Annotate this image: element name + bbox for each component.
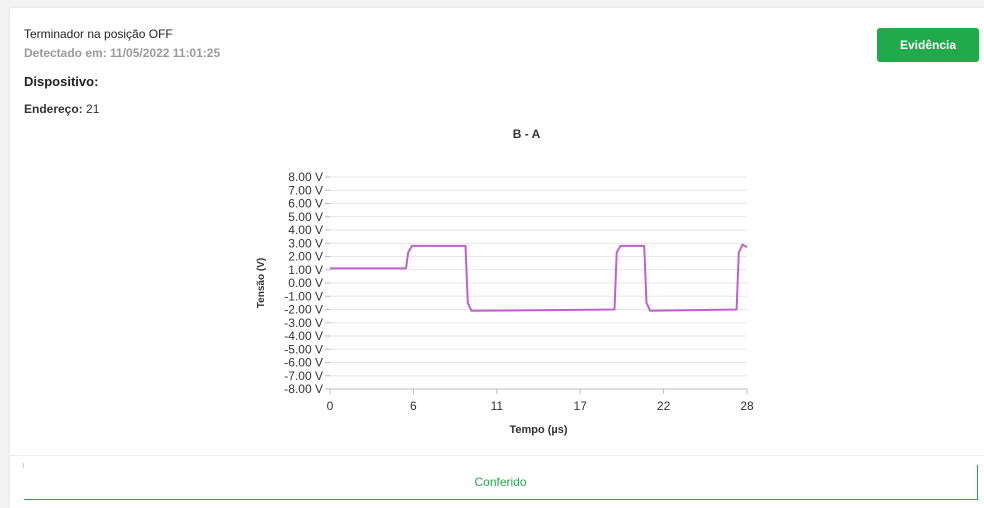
y-tick-label: 0.00 V (288, 276, 323, 290)
x-tick-label: 28 (740, 399, 754, 413)
divider-tick (23, 463, 24, 468)
y-tick-label: -5.00 V (284, 342, 323, 356)
y-tick-label: -4.00 V (284, 329, 323, 343)
voltage-chart: B - A 8.00 V7.00 V6.00 V5.00 V4.00 V3.00 … (256, 127, 754, 436)
y-tick-label: 5.00 V (288, 210, 323, 224)
y-tick-label: -1.00 V (284, 289, 323, 303)
confirmed-button[interactable]: Conferido (24, 465, 978, 500)
y-tick-label: 1.00 V (288, 263, 323, 277)
y-tick-label: -2.00 V (284, 303, 323, 317)
y-tick-label: 2.00 V (288, 250, 323, 264)
address-label: Endereço: (24, 102, 83, 116)
address-value: 21 (86, 102, 100, 116)
y-tick-label: -8.00 V (284, 382, 323, 396)
y-tick-label: -6.00 V (284, 356, 323, 370)
y-tick-label: 7.00 V (288, 183, 323, 197)
y-tick-label: -7.00 V (284, 369, 323, 383)
x-tick-label: 6 (410, 399, 417, 413)
x-tick-label: 22 (657, 399, 671, 413)
address-row: Endereço: 21 (24, 102, 99, 116)
y-tick-label: 8.00 V (288, 170, 323, 184)
divider (10, 455, 984, 456)
y-tick-label: 3.00 V (288, 236, 323, 250)
y-tick-label: -3.00 V (284, 316, 323, 330)
evidence-button[interactable]: Evidência (877, 28, 979, 62)
x-tick-label: 11 (491, 399, 504, 413)
y-tick-label: 6.00 V (288, 197, 323, 211)
y-axis-label: Tensão (V) (256, 258, 267, 308)
chart-title: B - A (513, 127, 541, 141)
x-axis-label: Tempo (µs) (509, 424, 567, 436)
x-tick-label: 0 (327, 399, 334, 413)
event-card: Terminador na posição OFF Detectado em: … (10, 8, 984, 508)
x-tick-label: 17 (574, 399, 588, 413)
event-title: Terminador na posição OFF (24, 27, 173, 41)
y-tick-label: 4.00 V (288, 223, 323, 237)
device-label: Dispositivo: (24, 74, 99, 89)
series-line (330, 243, 748, 312)
detected-timestamp: Detectado em: 11/05/2022 11:01:25 (24, 46, 221, 60)
